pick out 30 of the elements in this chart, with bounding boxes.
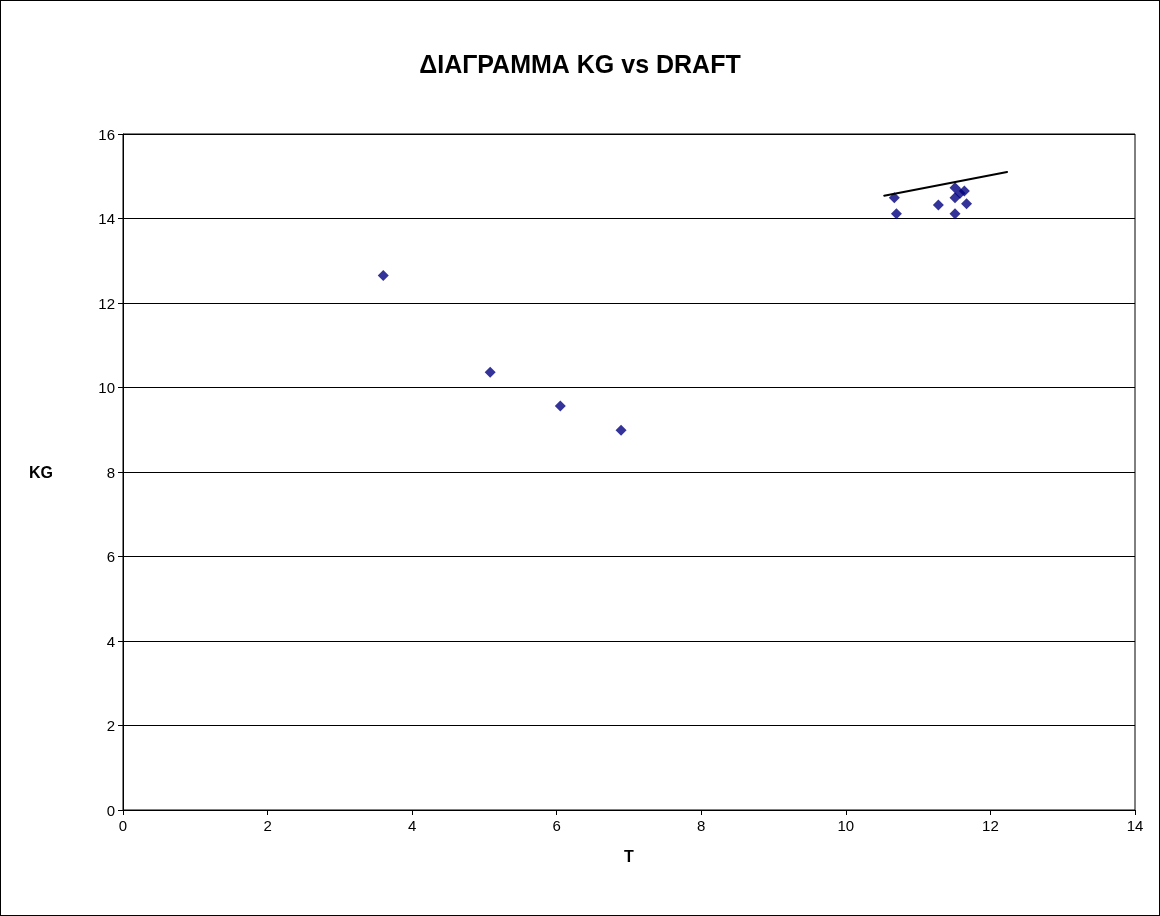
x-tick-label: 4: [407, 817, 417, 834]
point: [377, 270, 389, 282]
y-tick-label: 4: [106, 632, 115, 650]
y-tick-label: 14: [98, 210, 115, 227]
y-tick-label: 2: [106, 717, 115, 734]
x-axis-title: T: [624, 847, 635, 865]
y-tick-label: 6: [106, 548, 115, 565]
x-tick-label: 0: [118, 817, 128, 834]
point: [554, 400, 566, 412]
x-tick-label: 2: [263, 817, 272, 834]
y-tick-label: 16: [98, 125, 115, 143]
y-tick-label: 10: [98, 379, 115, 396]
point: [932, 199, 944, 211]
point: [484, 366, 496, 378]
y-tick-label: 8: [106, 463, 115, 481]
point: [958, 185, 970, 197]
x-tick-label: 10: [837, 817, 855, 834]
y-axis-title: KG: [29, 463, 53, 481]
chart-title: ΔΙΑΓΡΑΜΜΑ KG vs DRAFT: [419, 49, 741, 78]
x-tick-label: 12: [982, 817, 999, 834]
y-tick-label: 12: [98, 294, 115, 312]
point: [949, 208, 961, 220]
point: [961, 198, 973, 210]
x-tick-label: 6: [552, 817, 561, 834]
point: [615, 424, 627, 436]
point: [949, 182, 961, 194]
y-tick-label: 0: [106, 801, 115, 819]
x-tick-label: 8: [697, 817, 706, 834]
x-tick-label: 14: [1126, 817, 1144, 834]
point: [890, 208, 902, 220]
